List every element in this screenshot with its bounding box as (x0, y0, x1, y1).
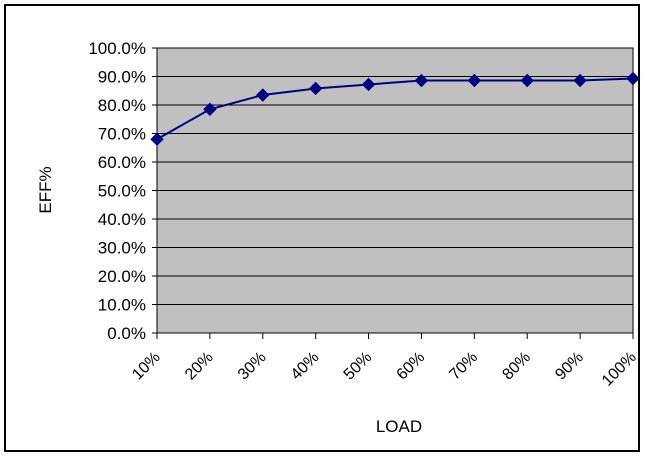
y-tick-label: 10.0% (98, 296, 146, 315)
y-tick-label: 30.0% (98, 239, 146, 258)
x-tick-label: 100% (599, 349, 640, 390)
x-tick-label: 70% (446, 349, 481, 384)
data-point-marker (203, 102, 217, 116)
y-tick-label: 70.0% (98, 125, 146, 144)
data-point-marker (361, 77, 376, 92)
y-tick-label: 50.0% (98, 182, 146, 201)
data-point-marker (467, 73, 482, 88)
x-axis-ticks: 10% 20% 30% 40% 50% 60% 70% 80% 90% 100% (129, 333, 640, 390)
data-point-marker (308, 81, 323, 96)
y-tick-label: 90.0% (98, 68, 146, 87)
x-tick-label: 80% (499, 349, 534, 384)
x-tick-label: 30% (235, 349, 270, 384)
y-tick-label: 100.0% (88, 39, 146, 58)
x-tick-label: 20% (182, 349, 217, 384)
y-tick-label: 80.0% (98, 96, 146, 115)
x-axis-title: LOAD (376, 417, 422, 436)
y-tick-label: 60.0% (98, 153, 146, 172)
y-tick-label: 40.0% (98, 210, 146, 229)
x-tick-label: 60% (394, 349, 429, 384)
efficiency-line-chart: 0.0% 10.0% 20.0% 30.0% 40.0% 50.0% 60.0% 70.0% 8… (36, 39, 640, 436)
x-tick-label: 10% (129, 349, 164, 384)
data-point-marker (626, 71, 640, 86)
x-tick-label: 40% (288, 349, 323, 384)
data-point-marker (520, 73, 534, 88)
x-tick-label: 90% (552, 349, 587, 384)
y-axis-ticks: 0.0% 10.0% 20.0% 30.0% 40.0% 50.0% 60.0% 70.0% 8… (88, 39, 157, 343)
x-tick-label: 50% (341, 349, 376, 384)
series-layer (150, 71, 640, 146)
data-point-marker (414, 73, 429, 88)
y-tick-label: 20.0% (98, 267, 146, 286)
data-point-marker (573, 73, 587, 88)
data-point-marker (256, 88, 270, 102)
y-axis-title: EFF% (36, 166, 55, 213)
series-line (156, 77, 634, 141)
gridlines (157, 76, 633, 305)
data-point-marker (150, 132, 164, 146)
chart-frame: 0.0% 10.0% 20.0% 30.0% 40.0% 50.0% 60.0% 70.0% 8… (4, 4, 640, 452)
y-tick-label: 0.0% (107, 324, 146, 343)
